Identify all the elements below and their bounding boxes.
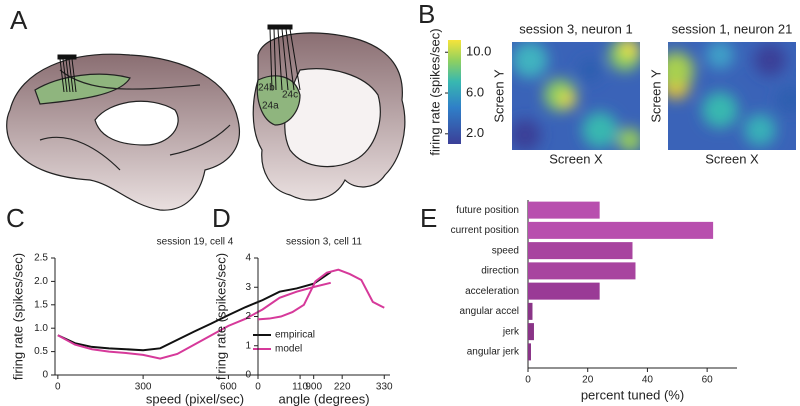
electrode [267,24,301,91]
x-tick-label: 900 [305,382,322,393]
y-tick-label: 1.5 [34,299,48,310]
area-label: 24b [258,83,275,94]
category-label: current position [451,225,519,236]
colorbar-tick-label: 6.0 [466,84,484,99]
x-tick-label: 0 [255,382,261,393]
panel-label: B [418,0,435,29]
y-tick-label: 0.5 [34,346,48,357]
x-tick-label: 60 [702,375,714,386]
category-label: speed [492,245,519,256]
y-tick-label: 2.5 [34,253,48,264]
line [57,271,332,352]
legend-label: empirical [275,330,315,341]
panel-label: A [10,5,28,35]
panel-label: D [212,203,231,233]
bar [528,323,534,341]
bar [528,343,531,361]
x-tick-label: 300 [135,382,152,393]
colorbar-tick-label: 10.0 [466,44,491,59]
colorbar [448,40,461,144]
bar [528,262,636,280]
bar [528,302,533,320]
y-tick-label: 2.0 [34,276,48,287]
x-tick-label: 20 [582,375,594,386]
line [57,281,331,360]
x-tick-label: 600 [220,382,237,393]
category-label: jerk [502,326,520,337]
y-tick-label: 4 [245,253,251,264]
x-tick-label: 40 [642,375,654,386]
y-tick-label: 0 [245,370,251,381]
y-tick-label: 0 [42,370,48,381]
category-label: acceleration [465,286,519,297]
y-tick-label: 3 [245,282,251,293]
colorbar-label: firing rate (spikes/sec) [427,28,442,155]
chart-title: session 3, cell 11 [286,237,362,248]
y-tick-label: 1.0 [34,323,48,334]
heatmap-xlabel: Screen X [705,151,759,166]
heatmap [668,42,796,150]
bar [528,242,633,260]
electrode [57,54,77,93]
category-label: angular accel [460,306,519,317]
y-tick-label: 1 [245,340,251,351]
x-tick-label: 330 [376,382,393,393]
heatmap-ylabel: Screen Y [648,69,663,123]
chart-title: session 19, cell 4 [157,237,234,248]
colorbar-tick-label: 2.0 [466,125,484,140]
brain-sagittal [6,53,240,211]
area-label: 24c [282,90,298,101]
brain-coronal [252,32,406,201]
category-label: future position [456,205,519,216]
legend-label: model [275,344,302,355]
heatmap-title: session 3, neuron 1 [519,21,632,36]
category-label: direction [481,266,519,277]
y-axis-label: firing rate (spikes/sec) [10,253,25,380]
bar [528,201,600,219]
heatmap-title: session 1, neuron 21 [672,21,793,36]
x-tick-label: 220 [334,382,351,393]
y-tick-label: 2 [245,311,251,322]
heatmap [512,42,640,150]
x-axis-label: speed (pixel/sec) [146,391,244,406]
panel-label: E [420,203,437,233]
area-label: 24a [262,101,279,112]
x-tick-label: 110 [292,382,308,393]
category-label: angular jerk [467,347,520,358]
x-axis-label: angle (degrees) [278,391,369,406]
line [257,268,385,321]
heatmap-xlabel: Screen X [549,151,603,166]
heatmap-ylabel: Screen Y [491,69,506,123]
x-tick-label: 0 [55,382,61,393]
y-axis-label: firing rate (spikes/sec) [213,253,228,380]
x-axis-label: percent tuned (%) [581,387,684,402]
x-tick-label: 0 [525,375,531,386]
bar [528,282,600,300]
bar [528,221,714,239]
panel-label: C [6,203,25,233]
